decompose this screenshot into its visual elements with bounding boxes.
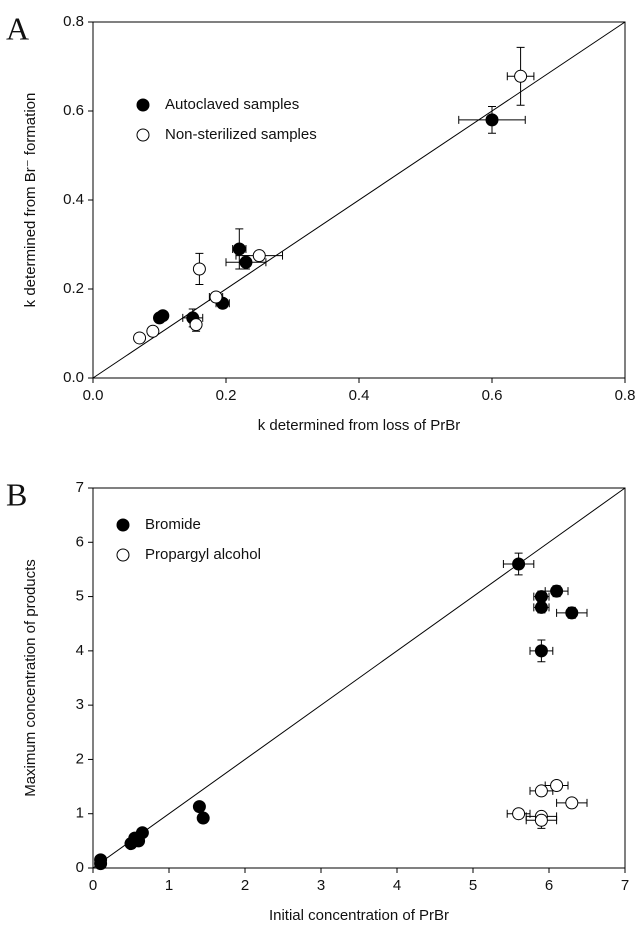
- y-tick-label: 0.0: [63, 369, 84, 386]
- reference-line: [92, 21, 626, 379]
- point: [189, 318, 203, 332]
- point: [550, 778, 564, 792]
- y-axis-label: Maximum concentration of products: [22, 559, 39, 797]
- point: [485, 113, 499, 127]
- x-tick-label: 6: [545, 877, 553, 894]
- legend-marker: [136, 98, 150, 112]
- legend-marker: [136, 128, 150, 142]
- point: [94, 857, 108, 871]
- legend-marker: [116, 518, 130, 532]
- x-tick-label: 1: [165, 877, 173, 894]
- y-tick-label: 2: [76, 750, 84, 767]
- y-tick-label: 5: [76, 588, 84, 605]
- point: [534, 644, 548, 658]
- y-tick-label: 0.8: [63, 13, 84, 30]
- series: [94, 552, 588, 871]
- y-tick-label: 0.2: [63, 280, 84, 297]
- y-tick-label: 1: [76, 805, 84, 822]
- point: [209, 290, 223, 304]
- panel-label: B: [6, 476, 27, 512]
- point: [196, 811, 210, 825]
- point: [135, 826, 149, 840]
- panel-label: A: [6, 10, 29, 46]
- x-tick-label: 3: [317, 877, 325, 894]
- y-tick-label: 0: [76, 859, 84, 876]
- y-axis-label: k determined from Br⁻ formation: [22, 93, 39, 308]
- point: [565, 606, 579, 620]
- point: [534, 813, 548, 827]
- y-tick-label: 7: [76, 479, 84, 496]
- point: [232, 242, 246, 256]
- point: [156, 309, 170, 323]
- x-tick-label: 5: [469, 877, 477, 894]
- x-tick-label: 0.4: [349, 387, 370, 404]
- y-tick-label: 3: [76, 696, 84, 713]
- y-tick-label: 6: [76, 533, 84, 550]
- legend-label: Propargyl alcohol: [145, 546, 261, 563]
- series: [133, 46, 535, 345]
- x-axis-label: k determined from loss of PrBr: [258, 417, 461, 434]
- point: [534, 784, 548, 798]
- point: [534, 590, 548, 604]
- reference-line: [92, 487, 626, 869]
- point: [512, 807, 526, 821]
- x-tick-label: 2: [241, 877, 249, 894]
- x-tick-label: 0.6: [482, 387, 503, 404]
- point: [512, 557, 526, 571]
- point: [192, 262, 206, 276]
- point: [192, 800, 206, 814]
- point: [550, 584, 564, 598]
- point: [239, 255, 253, 269]
- point: [514, 69, 528, 83]
- legend-label: Non-sterilized samples: [165, 126, 317, 143]
- y-tick-label: 4: [76, 642, 84, 659]
- x-tick-label: 0.2: [216, 387, 237, 404]
- point: [565, 796, 579, 810]
- point: [252, 249, 266, 263]
- x-tick-label: 0: [89, 877, 97, 894]
- x-tick-label: 7: [621, 877, 629, 894]
- point: [146, 324, 160, 338]
- y-tick-label: 0.6: [63, 102, 84, 119]
- point: [534, 600, 548, 614]
- x-tick-label: 0.8: [615, 387, 636, 404]
- y-tick-label: 0.4: [63, 191, 84, 208]
- x-axis-label: Initial concentration of PrBr: [269, 907, 449, 924]
- plot-frame: [92, 487, 626, 869]
- point: [133, 331, 147, 345]
- x-tick-label: 4: [393, 877, 401, 894]
- legend-label: Bromide: [145, 516, 201, 533]
- legend-marker: [116, 548, 130, 562]
- legend-label: Autoclaved samples: [165, 96, 299, 113]
- x-tick-label: 0.0: [83, 387, 104, 404]
- series: [506, 778, 588, 829]
